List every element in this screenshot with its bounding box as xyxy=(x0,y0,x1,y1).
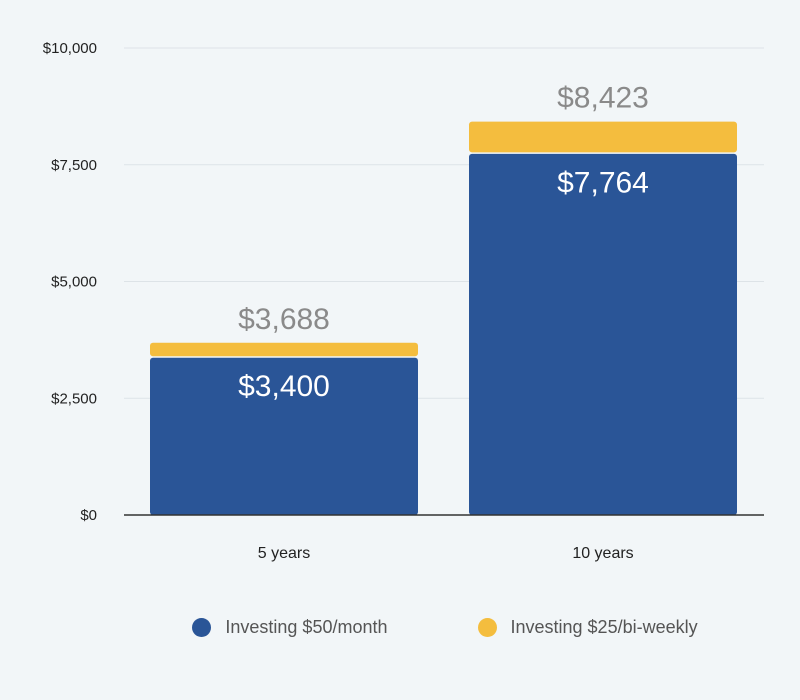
bar-segment-monthly xyxy=(150,357,418,515)
x-category-label: 10 years xyxy=(572,545,633,562)
bar-segment-biweekly xyxy=(150,342,418,357)
data-label-monthly: $3,400 xyxy=(238,370,330,403)
legend-item-biweekly: Investing $25/bi-weekly xyxy=(428,617,698,638)
y-tick-label: $2,500 xyxy=(51,390,97,407)
y-tick-label: $0 xyxy=(80,507,97,524)
y-tick-label: $5,000 xyxy=(51,274,97,291)
legend-item-monthly: Investing $50/month xyxy=(102,617,388,638)
y-tick-label: $10,000 xyxy=(43,40,97,57)
legend-label-monthly: Investing $50/month xyxy=(225,617,388,637)
data-label-biweekly: $3,688 xyxy=(238,303,330,336)
legend: Investing $50/month Investing $25/bi-wee… xyxy=(0,617,800,638)
data-label-monthly: $7,764 xyxy=(557,166,649,199)
y-tick-label: $7,500 xyxy=(51,157,97,174)
data-label-biweekly: $8,423 xyxy=(557,82,649,115)
bar-chart: $0 $2,500 $5,000 $7,500 $10,000 $3,400 $3,688 5… xyxy=(43,40,764,562)
bar-segment-monthly xyxy=(469,153,737,515)
legend-swatch-biweekly xyxy=(477,618,497,637)
bar-segment-biweekly xyxy=(469,121,737,153)
legend-swatch-monthly xyxy=(192,618,212,637)
legend-label-biweekly: Investing $25/bi-weekly xyxy=(510,617,698,637)
x-category-label: 5 years xyxy=(258,545,310,562)
